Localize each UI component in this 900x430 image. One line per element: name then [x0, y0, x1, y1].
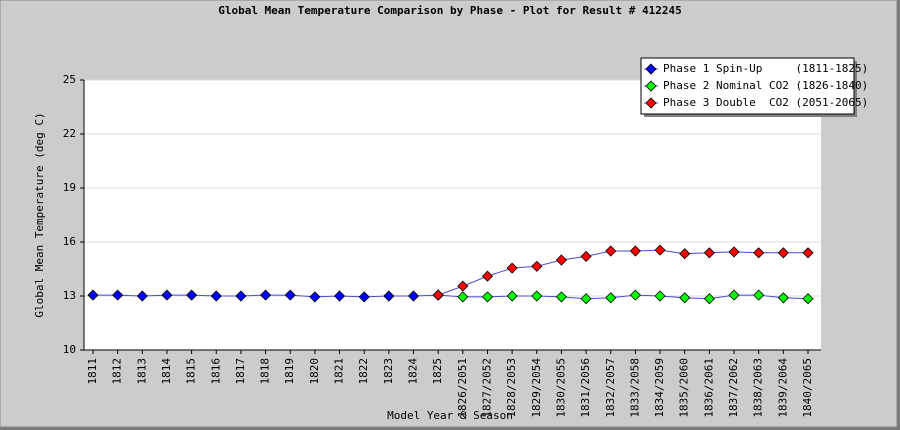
- y-tick-label: 13: [63, 289, 76, 302]
- data-point: [531, 260, 543, 272]
- data-point: [112, 289, 124, 301]
- data-point: [703, 247, 715, 259]
- data-point: [481, 291, 494, 303]
- data-point: [703, 293, 715, 305]
- legend-label: Phase 1 Spin-Up (1811-1825): [663, 62, 868, 75]
- data-point: [260, 289, 272, 301]
- data-point: [407, 290, 420, 302]
- data-point: [802, 247, 814, 259]
- data-point: [210, 290, 222, 302]
- x-tick-label: 1833/2058: [628, 358, 641, 418]
- y-tick-label: 19: [63, 181, 76, 194]
- x-axis-label: Model Year & Season: [387, 409, 513, 422]
- data-point: [605, 245, 617, 257]
- legend-marker: [645, 97, 657, 109]
- data-point: [802, 293, 814, 305]
- series-line: [438, 249, 808, 296]
- data-point: [654, 244, 666, 256]
- x-tick-label: 1836/2061: [702, 358, 715, 418]
- y-tick-label: 22: [63, 127, 76, 140]
- x-tick-label: 1830/2055: [554, 358, 567, 418]
- x-tick-label: 1837/2062: [727, 358, 740, 418]
- x-tick-label: 1823: [382, 358, 395, 385]
- x-tick-label: 1811: [86, 358, 99, 385]
- y-tick-label: 10: [63, 343, 76, 356]
- x-tick-label: 1822: [357, 358, 370, 385]
- x-tick-label: 1821: [333, 358, 346, 385]
- data-point: [679, 248, 691, 260]
- data-point: [432, 289, 444, 301]
- x-tick-label: 1820: [308, 358, 321, 385]
- x-tick-label: 1835/2060: [678, 358, 691, 418]
- series-line: [438, 294, 809, 300]
- x-tick-label: 1816: [209, 358, 222, 385]
- x-tick-label: 1824: [407, 358, 420, 385]
- data-point: [629, 289, 641, 301]
- legend-marker: [645, 80, 657, 92]
- data-point: [555, 254, 568, 266]
- data-point: [605, 292, 617, 304]
- x-tick-label: 1826/2051: [456, 358, 469, 418]
- x-tick-label: 1829/2054: [530, 358, 543, 418]
- x-tick-label: 1817: [234, 358, 247, 385]
- data-point: [186, 289, 198, 301]
- data-point: [728, 246, 740, 258]
- x-tick-label: 1812: [111, 358, 124, 385]
- data-point: [531, 290, 543, 302]
- x-tick-label: 1815: [185, 358, 198, 385]
- data-point: [580, 293, 592, 305]
- y-tick-label: 16: [63, 235, 76, 248]
- data-point: [506, 262, 518, 274]
- data-point: [777, 292, 789, 304]
- data-point: [358, 291, 370, 303]
- data-point: [753, 289, 765, 301]
- x-tick-label: 1840/2065: [801, 358, 814, 418]
- data-point: [284, 289, 296, 301]
- x-tick-label: 1828/2053: [505, 358, 518, 418]
- x-tick-label: 1827/2052: [480, 358, 493, 418]
- data-point: [506, 290, 518, 302]
- x-tick-label: 1813: [135, 358, 148, 385]
- x-tick-label: 1825: [431, 358, 444, 385]
- chart-title: Global Mean Temperature Comparison by Ph…: [218, 4, 682, 17]
- data-point: [777, 247, 789, 259]
- plot-area: [84, 80, 821, 350]
- data-point: [580, 250, 592, 262]
- x-tick-label: 1834/2059: [653, 358, 666, 418]
- data-point: [309, 291, 321, 303]
- data-point: [457, 280, 469, 292]
- data-point: [481, 270, 494, 282]
- data-point: [753, 247, 765, 259]
- data-point: [629, 245, 641, 257]
- data-point: [235, 290, 247, 302]
- x-tick-label: 1814: [160, 358, 173, 385]
- data-point: [383, 290, 395, 302]
- data-point: [654, 290, 666, 302]
- data-point: [136, 290, 148, 302]
- legend: Phase 1 Spin-Up (1811-1825) Phase 2 Nomin…: [640, 57, 868, 117]
- x-tick-label: 1818: [259, 358, 272, 385]
- data-point: [728, 289, 740, 301]
- legend-marker: [645, 63, 657, 75]
- x-tick-label: 1838/2063: [752, 358, 765, 418]
- legend-box: [640, 57, 855, 115]
- y-axis-label: Global Mean Temperature (deg C): [33, 112, 46, 317]
- data-point: [679, 292, 691, 304]
- legend-label: Phase 2 Nominal CO2 (1826-1840): [663, 79, 868, 92]
- data-point: [87, 289, 99, 301]
- x-tick-label: 1831/2056: [579, 358, 592, 418]
- x-tick-label: 1819: [283, 358, 296, 385]
- legend-label: Phase 3 Double CO2 (2051-2065): [663, 96, 868, 109]
- x-tick-label: 1832/2057: [604, 358, 617, 418]
- y-tick-label: 25: [63, 73, 76, 86]
- data-point: [161, 289, 173, 301]
- data-point: [333, 290, 346, 302]
- data-point: [457, 291, 469, 303]
- x-tick-label: 1839/2064: [776, 358, 789, 418]
- data-point: [555, 291, 568, 303]
